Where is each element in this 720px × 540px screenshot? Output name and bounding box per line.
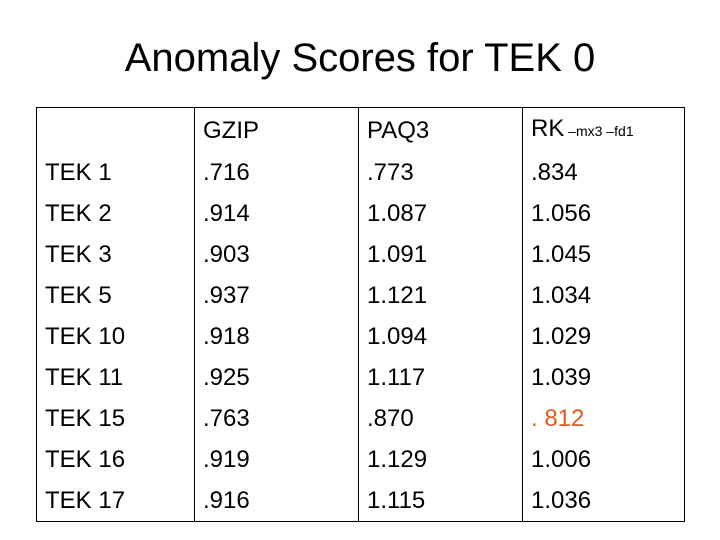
rk-value: 1.056 bbox=[522, 193, 685, 234]
rk-value: .834 bbox=[522, 152, 685, 193]
slide-title: Anomaly Scores for TEK 0 bbox=[124, 36, 596, 80]
row-label: TEK 17 bbox=[36, 480, 195, 522]
gzip-value: .914 bbox=[194, 193, 359, 234]
rk-value-highlighted: . 812 bbox=[522, 398, 685, 439]
paq3-value: 1.129 bbox=[358, 439, 523, 480]
rk-value: 1.045 bbox=[522, 234, 685, 275]
table-row: TEK 11 .925 1.117 1.039 bbox=[36, 357, 685, 398]
table-row: TEK 17 .916 1.115 1.036 bbox=[36, 480, 685, 522]
table-row: TEK 3 .903 1.091 1.045 bbox=[36, 234, 685, 275]
paq3-value: 1.087 bbox=[358, 193, 523, 234]
paq3-value: .773 bbox=[358, 152, 523, 193]
row-label: TEK 15 bbox=[36, 398, 195, 439]
header-gzip: GZIP bbox=[194, 107, 359, 152]
paq3-value: 1.121 bbox=[358, 275, 523, 316]
paq3-value: 1.094 bbox=[358, 316, 523, 357]
header-rk-label: RK bbox=[531, 115, 565, 142]
gzip-value: .916 bbox=[194, 480, 359, 522]
rk-value: 1.029 bbox=[522, 316, 685, 357]
header-rk-options: –mx3 –fd1 bbox=[564, 123, 634, 139]
row-label: TEK 1 bbox=[36, 152, 195, 193]
row-label: TEK 11 bbox=[36, 357, 195, 398]
rk-value: 1.006 bbox=[522, 439, 685, 480]
gzip-value: .918 bbox=[194, 316, 359, 357]
table-row: TEK 10 .918 1.094 1.029 bbox=[36, 316, 685, 357]
rk-value: 1.036 bbox=[522, 480, 685, 522]
anomaly-scores-table: GZIP PAQ3 RK –mx3 –fd1 TEK 1 .716 .773 .… bbox=[36, 107, 685, 522]
table-row: TEK 1 .716 .773 .834 bbox=[36, 152, 685, 193]
table-row: TEK 15 .763 .870 . 812 bbox=[36, 398, 685, 439]
paq3-value: 1.091 bbox=[358, 234, 523, 275]
row-label: TEK 3 bbox=[36, 234, 195, 275]
gzip-value: .925 bbox=[194, 357, 359, 398]
header-paq3: PAQ3 bbox=[358, 107, 523, 152]
row-label: TEK 10 bbox=[36, 316, 195, 357]
table-row: TEK 16 .919 1.129 1.006 bbox=[36, 439, 685, 480]
gzip-value: .716 bbox=[194, 152, 359, 193]
table-row: TEK 2 .914 1.087 1.056 bbox=[36, 193, 685, 234]
header-corner-cell bbox=[36, 107, 195, 152]
gzip-value: .903 bbox=[194, 234, 359, 275]
header-row: GZIP PAQ3 RK –mx3 –fd1 bbox=[36, 107, 685, 152]
gzip-value: .763 bbox=[194, 398, 359, 439]
rk-value: 1.039 bbox=[522, 357, 685, 398]
paq3-value: .870 bbox=[358, 398, 523, 439]
row-label: TEK 16 bbox=[36, 439, 195, 480]
paq3-value: 1.117 bbox=[358, 357, 523, 398]
gzip-value: .937 bbox=[194, 275, 359, 316]
paq3-value: 1.115 bbox=[358, 480, 523, 522]
table-row: TEK 5 .937 1.121 1.034 bbox=[36, 275, 685, 316]
row-label: TEK 2 bbox=[36, 193, 195, 234]
rk-value: 1.034 bbox=[522, 275, 685, 316]
row-label: TEK 5 bbox=[36, 275, 195, 316]
header-rk: RK –mx3 –fd1 bbox=[522, 107, 685, 152]
gzip-value: .919 bbox=[194, 439, 359, 480]
